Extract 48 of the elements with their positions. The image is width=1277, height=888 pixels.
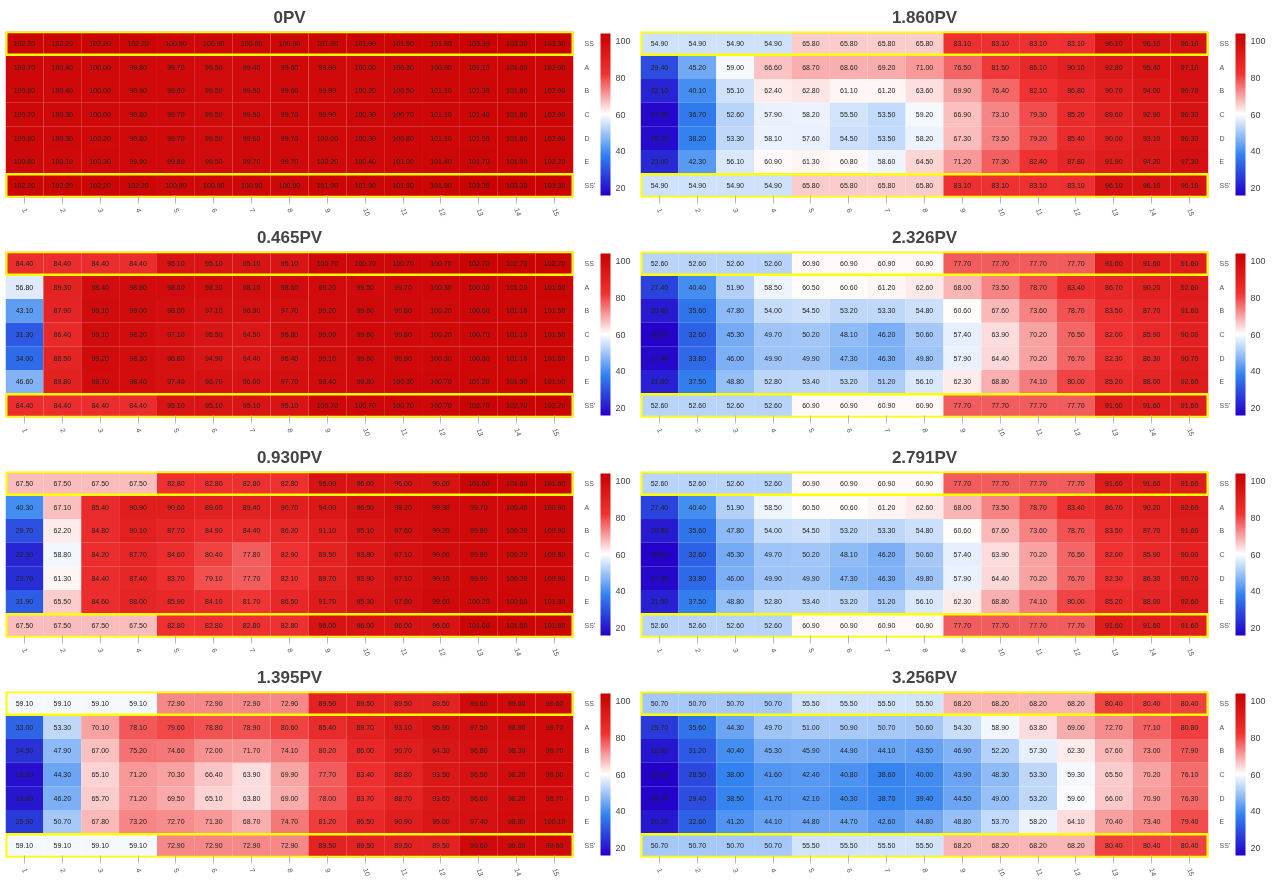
color-bar-label: 60 xyxy=(615,329,626,340)
chart-title: 0.465PV xyxy=(256,227,323,247)
color-bar-label: 20 xyxy=(615,843,626,854)
color-bar-label: 60 xyxy=(615,549,626,560)
color-bar-label: 20 xyxy=(615,623,626,634)
color-bar-label: 20 xyxy=(1250,183,1261,194)
color-bar-label: 40 xyxy=(1250,146,1261,157)
color-bar-label: 40 xyxy=(615,806,626,817)
color-bar-label: 20 xyxy=(1250,843,1261,854)
chart-title: 2.791PV xyxy=(891,447,958,467)
color-bar-label: 40 xyxy=(615,366,626,377)
color-bar-label: 100 xyxy=(615,255,631,266)
color-bar-label: 80 xyxy=(615,732,626,743)
color-bar-label: 60 xyxy=(615,109,626,120)
chart-title: 2.326PV xyxy=(891,227,958,247)
color-bar-label: 80 xyxy=(1250,732,1261,743)
color-bar-label: 100 xyxy=(1250,255,1266,266)
color-bar-label: 80 xyxy=(615,72,626,83)
color-bar-label: 100 xyxy=(1250,695,1266,706)
color-bar-label: 60 xyxy=(1250,549,1261,560)
color-bar-label: 60 xyxy=(1250,109,1261,120)
color-bar-label: 20 xyxy=(615,183,626,194)
color-bar-label: 100 xyxy=(1250,475,1266,486)
color-bar-label: 20 xyxy=(615,403,626,414)
color-bar-label: 20 xyxy=(1250,403,1261,414)
color-bar-label: 80 xyxy=(1250,292,1261,303)
chart-title: 0PV xyxy=(273,7,307,27)
color-bar-label: 40 xyxy=(1250,366,1261,377)
color-bar-label: 20 xyxy=(1250,623,1261,634)
color-bar-label: 40 xyxy=(1250,806,1261,817)
color-bar-label: 100 xyxy=(1250,35,1266,46)
color-bar-label: 40 xyxy=(615,586,626,597)
color-bar-label: 80 xyxy=(615,512,626,523)
color-bar-label: 80 xyxy=(615,292,626,303)
chart-title: 1.860PV xyxy=(891,7,958,27)
color-bar-label: 40 xyxy=(615,146,626,157)
color-bar-label: 100 xyxy=(615,475,631,486)
chart-title: 3.256PV xyxy=(891,667,958,687)
color-bar-label: 80 xyxy=(1250,72,1261,83)
color-bar-label: 100 xyxy=(615,695,631,706)
color-bar-label: 60 xyxy=(615,769,626,780)
color-bar-label: 60 xyxy=(1250,329,1261,340)
color-bar-label: 100 xyxy=(615,35,631,46)
color-bar-label: 80 xyxy=(1250,512,1261,523)
color-bar-label: 40 xyxy=(1250,586,1261,597)
color-bar-label: 60 xyxy=(1250,769,1261,780)
chart-title: 0.930PV xyxy=(256,447,323,467)
chart-title: 1.395PV xyxy=(256,667,323,687)
